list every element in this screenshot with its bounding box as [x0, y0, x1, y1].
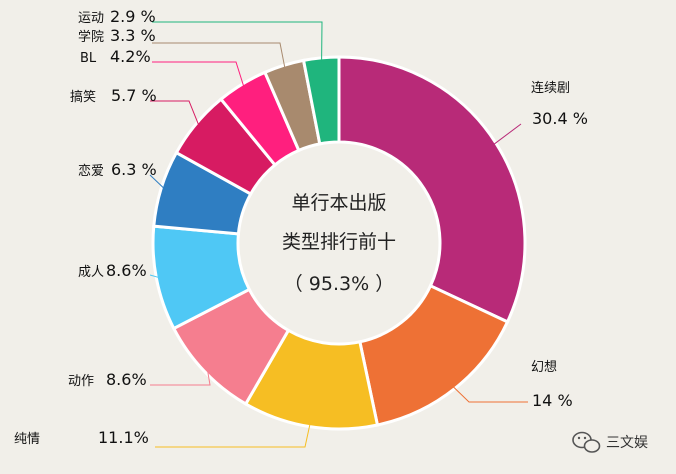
wechat-icon — [572, 431, 601, 453]
watermark: 三文娱 — [572, 431, 648, 453]
slice-label-name-4: 动作 — [68, 374, 94, 389]
leader-line-5 — [149, 274, 161, 279]
slice-label-pct-3: 11.1% — [98, 428, 149, 447]
watermark-text: 三文娱 — [606, 435, 648, 451]
center-title: 单行本出版 类型排行前十 （ 95.3% ） — [282, 192, 396, 295]
leader-line-9 — [152, 42, 286, 70]
slice-label-name-8: BL — [80, 51, 97, 66]
leader-line-3 — [155, 422, 311, 448]
slice-label-name-9: 学院 — [78, 29, 104, 45]
center-title-line-3: （ 95.3% ） — [284, 273, 394, 295]
leader-line-1 — [492, 123, 522, 146]
leader-line-8 — [152, 61, 245, 88]
slice-label-pct-8: 4.2% — [110, 47, 151, 66]
slice-label-pct-7: 5.7 % — [111, 86, 157, 105]
slice-label-pct-5: 8.6% — [106, 261, 147, 280]
slice-label-pct-1: 30.4 % — [532, 109, 588, 128]
slice-label-name-3: 纯情 — [14, 432, 40, 447]
center-title-line-2: 类型排行前十 — [282, 231, 396, 253]
slice-label-name-7: 搞笑 — [70, 89, 96, 105]
donut-slices — [151, 55, 527, 431]
slice-label-name-2: 幻想 — [531, 359, 557, 375]
slice-label-name-5: 成人 — [78, 265, 104, 280]
slice-label-name-1: 连续剧 — [531, 80, 570, 96]
slice-label-pct-4: 8.6% — [106, 370, 147, 389]
slice-1 — [337, 55, 527, 324]
slice-10 — [301, 55, 341, 146]
slice-label-name-6: 恋爱 — [78, 163, 104, 179]
leader-line-10 — [152, 21, 323, 62]
leader-line-2 — [451, 385, 528, 403]
leader-line-6 — [149, 174, 166, 190]
slice-label-name-10: 运动 — [78, 11, 104, 26]
center-title-line-1: 单行本出版 — [291, 192, 386, 214]
leader-lines — [149, 21, 528, 448]
slice-label-pct-6: 6.3 % — [111, 160, 157, 179]
slice-label-pct-10: 2.9 % — [110, 7, 156, 26]
slice-label-pct-9: 3.3 % — [110, 26, 156, 45]
leader-line-7 — [150, 100, 200, 127]
leader-line-4 — [150, 368, 211, 386]
slice-label-pct-2: 14 % — [532, 391, 573, 410]
